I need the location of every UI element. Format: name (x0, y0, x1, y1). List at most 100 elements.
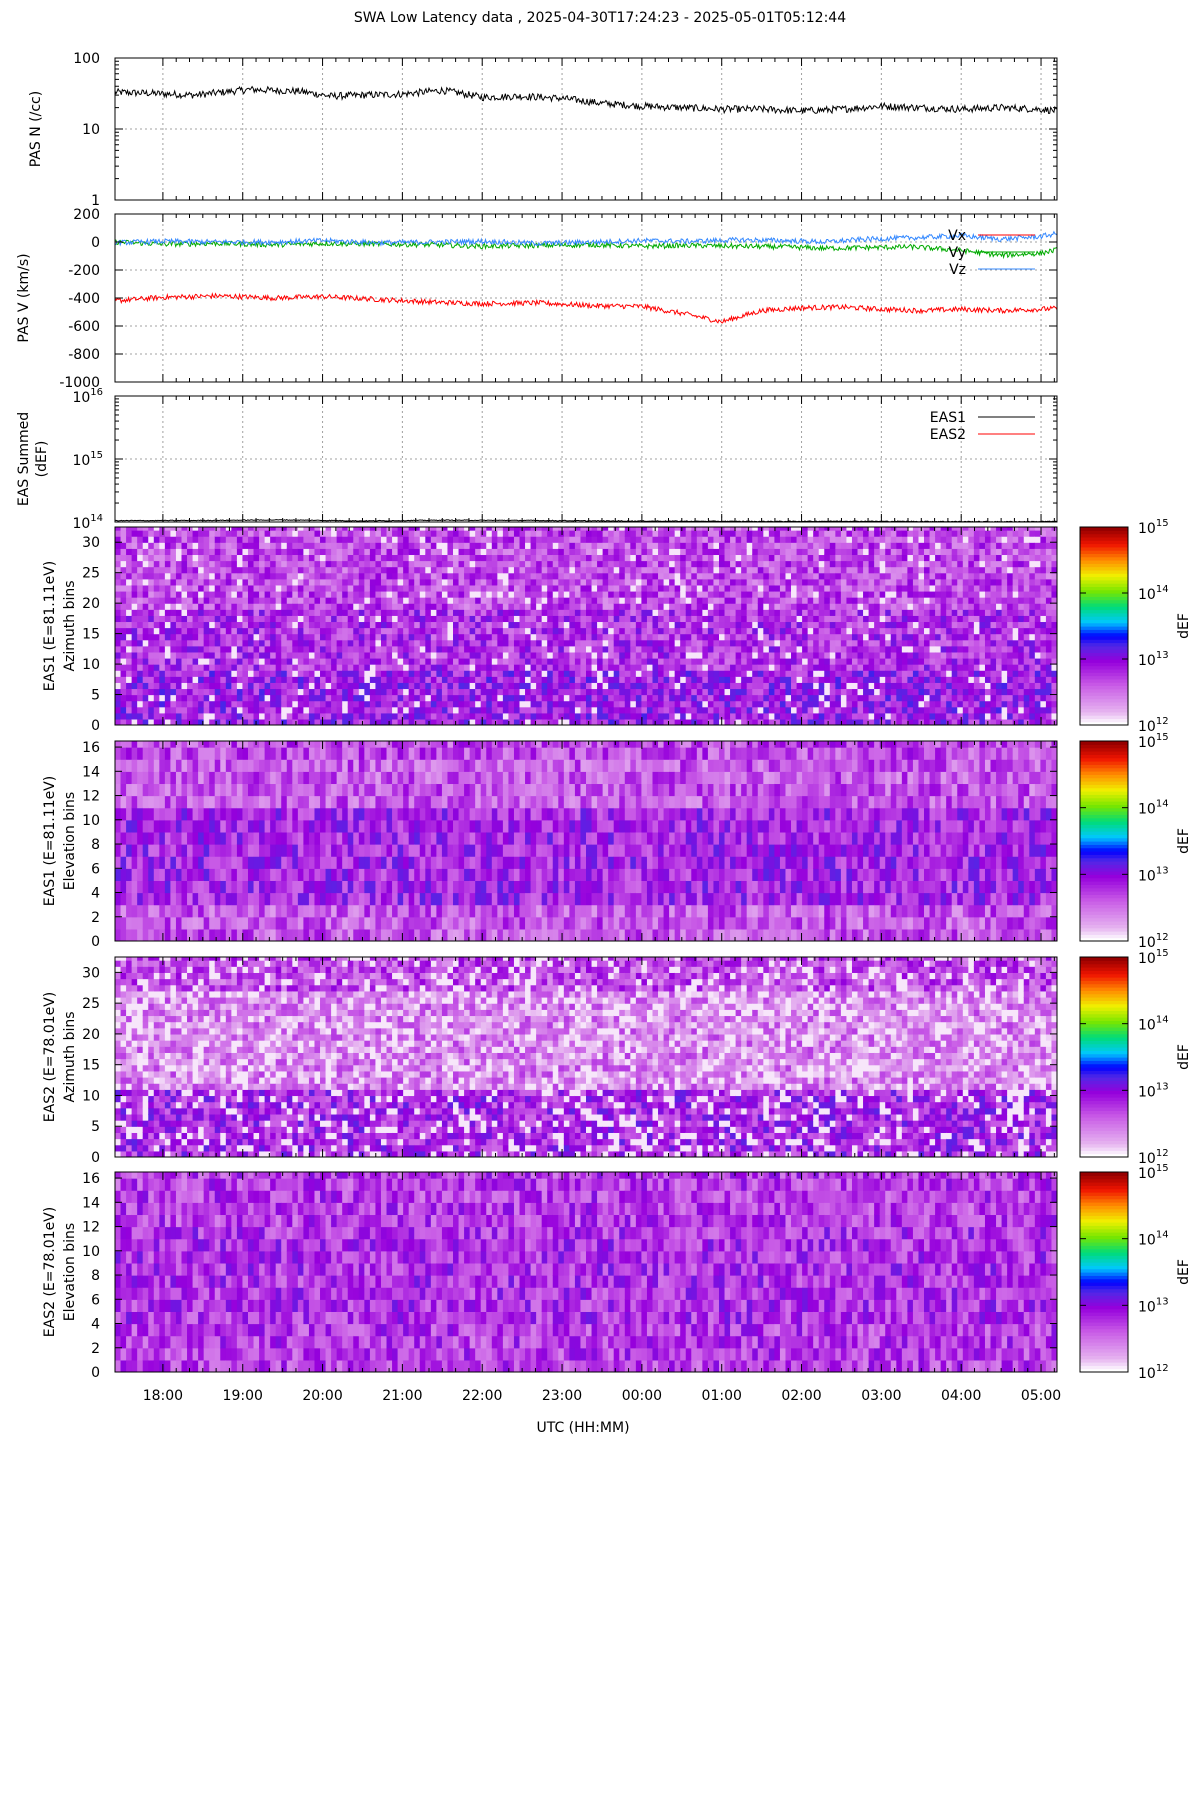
heatmap-cell (281, 652, 287, 659)
heatmap-cell (259, 670, 265, 677)
heatmap-cell (730, 536, 736, 543)
heatmap-cell (592, 658, 598, 665)
heatmap-cell (802, 640, 808, 647)
heatmap-cell (658, 530, 664, 537)
heatmap-cell (215, 542, 221, 549)
heatmap-cell (553, 664, 559, 671)
heatmap-cell (159, 615, 165, 622)
heatmap-cell (486, 579, 492, 586)
heatmap-cell (137, 652, 143, 659)
heatmap-cell (348, 621, 354, 628)
heatmap-cell (364, 530, 370, 537)
heatmap-cell (492, 567, 498, 574)
heatmap-cell (725, 597, 731, 604)
heatmap-cell (447, 695, 453, 702)
heatmap-cell (204, 713, 210, 720)
heatmap-cell (270, 621, 276, 628)
heatmap-cell (298, 688, 304, 695)
heatmap-cell (414, 676, 420, 683)
heatmap-cell (226, 640, 232, 647)
heatmap-cell (564, 585, 570, 592)
heatmap-cell (270, 640, 276, 647)
heatmap-cell (725, 542, 731, 549)
heatmap-cell (475, 579, 481, 586)
heatmap-cell (747, 591, 753, 598)
heatmap-cell (686, 603, 692, 610)
heatmap-cell (658, 561, 664, 568)
heatmap-cell (819, 701, 825, 708)
heatmap-cell (176, 688, 182, 695)
heatmap-cell (508, 640, 514, 647)
heatmap-cell (669, 670, 675, 677)
heatmap-cell (592, 676, 598, 683)
heatmap-cell (569, 542, 575, 549)
heatmap-cell (381, 597, 387, 604)
heatmap-cell (597, 628, 603, 635)
heatmap-cell (132, 646, 138, 653)
heatmap-cell (237, 561, 243, 568)
heatmap-cell (425, 597, 431, 604)
heatmap-cell (381, 609, 387, 616)
heatmap-cell (736, 646, 742, 653)
heatmap-cell (287, 652, 293, 659)
heatmap-cell (287, 548, 293, 555)
heatmap-cell (176, 628, 182, 635)
heatmap-cell (348, 554, 354, 561)
heatmap-cell (763, 695, 769, 702)
heatmap-cell (774, 561, 780, 568)
heatmap-cell (830, 628, 836, 635)
heatmap-cell (231, 548, 237, 555)
heatmap-cell (248, 670, 254, 677)
heatmap-cell (697, 628, 703, 635)
heatmap-cell (359, 701, 365, 708)
heatmap-cell (769, 621, 775, 628)
heatmap-cell (597, 634, 603, 641)
heatmap-cell (741, 664, 747, 671)
heatmap-cell (736, 701, 742, 708)
heatmap-cell (741, 554, 747, 561)
heatmap-cell (763, 688, 769, 695)
heatmap-cell (220, 713, 226, 720)
heatmap-cell (719, 621, 725, 628)
heatmap-cell (309, 682, 315, 689)
heatmap-cell (846, 554, 852, 561)
heatmap-cell (309, 707, 315, 714)
heatmap-cell (625, 579, 631, 586)
heatmap-cell (237, 548, 243, 555)
heatmap-cell (486, 701, 492, 708)
heatmap-cell (409, 701, 415, 708)
heatmap-cell (126, 664, 132, 671)
heatmap-cell (436, 579, 442, 586)
heatmap-cell (697, 664, 703, 671)
heatmap-cell (697, 567, 703, 574)
heatmap-cell (193, 682, 199, 689)
heatmap-cell (159, 548, 165, 555)
heatmap-cell (320, 676, 326, 683)
heatmap-cell (675, 615, 681, 622)
heatmap-cell (453, 713, 459, 720)
heatmap-cell (769, 536, 775, 543)
heatmap-cell (303, 670, 309, 677)
heatmap-cell (464, 658, 470, 665)
heatmap-cell (254, 713, 260, 720)
heatmap-cell (259, 628, 265, 635)
heatmap-cell (464, 579, 470, 586)
heatmap-cell (808, 682, 814, 689)
heatmap-cell (536, 621, 542, 628)
heatmap-cell (713, 640, 719, 647)
heatmap-cell (558, 585, 564, 592)
heatmap-cell (137, 695, 143, 702)
heatmap-cell (719, 579, 725, 586)
heatmap-cell (824, 548, 830, 555)
heatmap-cell (359, 628, 365, 635)
heatmap-cell (536, 628, 542, 635)
heatmap-cell (752, 621, 758, 628)
heatmap-cell (708, 530, 714, 537)
heatmap-cell (758, 579, 764, 586)
heatmap-cell (254, 621, 260, 628)
heatmap-cell (830, 567, 836, 574)
heatmap-cell (564, 548, 570, 555)
heatmap-cell (314, 652, 320, 659)
heatmap-cell (708, 646, 714, 653)
heatmap-cell (259, 640, 265, 647)
